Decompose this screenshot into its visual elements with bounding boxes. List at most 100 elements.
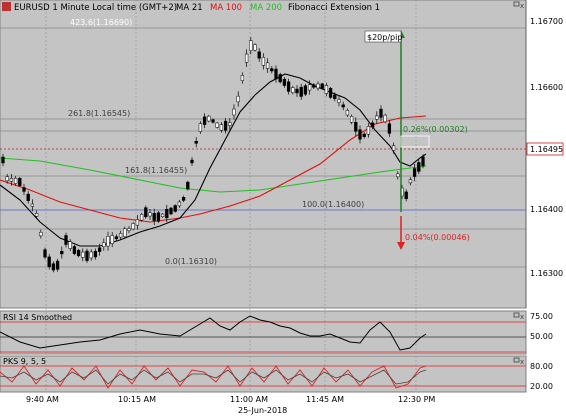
up-measure-label: $20p/pip <box>367 33 402 42</box>
fib-label-4236: 423.6(1.16690) <box>70 18 132 27</box>
candle-body <box>181 197 186 201</box>
rsi-line <box>0 315 427 351</box>
candle-body <box>55 260 60 270</box>
restore-icon <box>513 1 520 7</box>
candle-body <box>97 247 102 252</box>
candle-body <box>278 74 282 83</box>
candle-body <box>93 251 98 258</box>
candle-body <box>349 116 354 123</box>
price-tick-4: 1.16300 <box>530 269 563 278</box>
candlestick-series[interactable] <box>1 37 425 273</box>
candle-body <box>375 115 379 120</box>
ma100-line <box>0 115 427 223</box>
candle-body <box>177 201 182 207</box>
candle-body <box>173 205 177 212</box>
main-panel-controls[interactable]: x <box>513 1 524 10</box>
up-measure[interactable]: $20p/pip 0.26%(0.00302) <box>364 30 468 212</box>
pks-line-signal <box>0 369 427 385</box>
candle-body <box>5 176 9 182</box>
candle-body <box>320 83 324 89</box>
time-tick-5: 12:30 PM <box>398 395 435 404</box>
candle-body <box>211 119 215 123</box>
ma21-line <box>0 73 427 247</box>
candle-body <box>270 68 274 72</box>
candle-body <box>282 79 287 86</box>
candle-body <box>207 115 211 122</box>
price-tick-2: 1.16600 <box>530 83 563 92</box>
candle-body <box>76 249 81 257</box>
candle-body <box>286 81 291 92</box>
ma200-legend: MA 200 <box>250 3 282 13</box>
candle-body <box>13 178 18 184</box>
candle-body <box>156 212 161 222</box>
candle-body <box>345 110 350 116</box>
candle-body <box>299 86 303 97</box>
fib-label-1618: 161.8(1.16455) <box>125 166 187 175</box>
symbol-title: EURUSD 1 Minute Local time (GMT+2) <box>14 3 177 13</box>
main-price-panel[interactable] <box>0 0 527 309</box>
candle-body <box>223 120 228 131</box>
candle-body <box>169 207 173 215</box>
candle-body <box>362 133 366 137</box>
time-tick-4: 11:45 AM <box>306 395 344 404</box>
candle-body <box>274 68 278 80</box>
candle-body <box>328 88 333 98</box>
time-tick-2: 10:15 AM <box>118 395 156 404</box>
time-tick-3: 11:00 AM <box>230 395 268 404</box>
pks-title: PKS 9, 5, 5 <box>3 357 46 366</box>
fib-levels[interactable] <box>0 27 526 268</box>
rsi-title: RSI 14 Smoothed <box>3 313 72 322</box>
candle-body <box>307 84 312 91</box>
candle-body <box>387 123 392 134</box>
candle-body <box>102 242 106 247</box>
rsi-tick-50: 50.00 <box>530 332 553 341</box>
pks-close-icon: x <box>520 358 524 366</box>
candle-body <box>236 95 240 103</box>
candle-body <box>391 145 396 151</box>
candle-body <box>421 156 425 167</box>
time-axis[interactable]: 9:40 AM 10:15 AM 11:00 AM 11:45 AM 12:30… <box>26 395 435 415</box>
candle-body <box>408 179 413 184</box>
down-measure[interactable]: 0.04%(0.00046) <box>397 216 470 250</box>
candle-body <box>232 108 236 116</box>
candle-body <box>144 207 148 218</box>
candle-body <box>127 228 131 231</box>
pks-indicator[interactable]: PKS 9, 5, 5 80.00 20.00 x <box>0 357 553 391</box>
candle-body <box>228 122 232 126</box>
current-price-tag <box>526 142 564 156</box>
candle-body <box>312 84 316 88</box>
candle-body <box>383 114 387 123</box>
candle-body <box>22 187 26 192</box>
candle-body <box>106 236 110 247</box>
candle-body <box>81 251 85 258</box>
symbol-icon <box>2 2 11 11</box>
candle-body <box>39 232 43 237</box>
rsi-indicator[interactable]: RSI 14 Smoothed 75.00 50.00 x <box>0 312 553 353</box>
candle-body <box>60 251 64 255</box>
candle-body <box>379 108 383 118</box>
pks-line-main <box>0 365 427 389</box>
candle-body <box>370 122 375 128</box>
pks-panel[interactable] <box>0 355 527 393</box>
pks-tick-80: 80.00 <box>530 362 553 371</box>
candle-body <box>333 94 337 99</box>
candle-body <box>261 57 266 66</box>
rsi-close-icon: x <box>520 313 524 321</box>
candle-body <box>85 250 89 261</box>
rsi-panel[interactable] <box>0 310 527 355</box>
candle-body <box>68 241 72 249</box>
candle-body <box>34 213 39 217</box>
candle-body <box>148 212 152 217</box>
candle-body <box>139 214 144 221</box>
candle-body <box>198 123 203 132</box>
ma200-line <box>0 157 427 193</box>
current-price-label: 1.16495 <box>530 145 563 154</box>
candle-body <box>43 249 47 258</box>
ma21-legend: MA 21 <box>176 3 203 13</box>
candle-body <box>152 213 156 221</box>
candle-body <box>64 235 68 245</box>
candle-body <box>114 236 119 240</box>
close-icon: x <box>520 2 524 10</box>
price-axis[interactable]: 1.16700 1.16600 1.16400 1.16300 1.16495 <box>525 0 564 308</box>
fib-legend-suffix: - <box>364 3 367 13</box>
